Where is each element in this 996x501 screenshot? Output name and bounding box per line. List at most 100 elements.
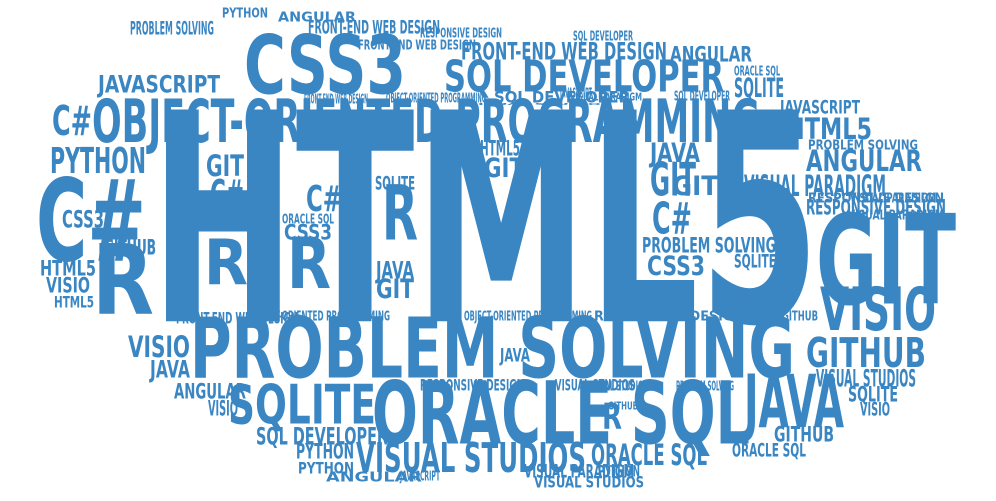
word-javascript: JAVASCRIPT xyxy=(560,85,592,101)
word-visual-studios: VISUAL STUDIOS xyxy=(356,434,586,482)
word-angular: ANGULAR xyxy=(806,143,922,179)
word-git: GIT xyxy=(672,170,718,202)
word-visual-paradigm: VISUAL PARADIGM xyxy=(524,459,634,482)
word-oracle-sql: ORACLE SQL xyxy=(591,437,707,473)
word-visual-paradigm: VISUAL PARADIGM xyxy=(850,190,936,206)
word-sql-developer: SQL DEVELOPER xyxy=(674,88,730,104)
word-javascript: JAVASCRIPT xyxy=(780,95,860,118)
word-visio: VISIO xyxy=(820,274,936,345)
word-java: JAVA xyxy=(744,358,844,445)
word-front-end-web-design: FRONT-END WEB DESIGN xyxy=(304,91,368,107)
word-github: GITHUB xyxy=(104,234,156,260)
word-sql-developer: SQL DEVELOPER xyxy=(256,421,388,451)
word-javascript: JAVASCRIPT xyxy=(98,69,220,99)
word-github: GITHUB xyxy=(608,399,638,413)
word-oracle-sql: ORACLE SQL xyxy=(282,211,334,227)
word-problem-solving: PROBLEM SOLVING xyxy=(190,299,795,398)
word-r: R xyxy=(204,226,248,300)
word-visual-paradigm: VISUAL PARADIGM xyxy=(848,207,944,223)
word-angular: ANGULAR xyxy=(278,9,356,25)
word-visio: VISIO xyxy=(208,395,238,421)
word-c: C# xyxy=(652,193,692,245)
word-python: PYTHON xyxy=(598,461,640,481)
word-html5: HTML5 xyxy=(40,255,96,281)
word-c: C# xyxy=(52,97,92,145)
word-front-end-web-design: FRONT-END WEB DESIGN xyxy=(461,36,667,66)
word-sqlite: SQLITE xyxy=(848,381,898,407)
word-github: GITHUB xyxy=(774,421,834,447)
word-git: GIT xyxy=(650,152,696,207)
word-r: R xyxy=(287,222,331,305)
word-python: PYTHON xyxy=(50,140,146,182)
word-c: C# xyxy=(36,155,146,288)
word-css3: CSS3 xyxy=(284,219,332,245)
word-visual-studios: VISUAL STUDIOS xyxy=(466,102,612,106)
word-python: PYTHON xyxy=(298,458,354,478)
word-github: GITHUB xyxy=(104,234,156,260)
word-java: JAVA xyxy=(376,255,414,285)
word-html5: HTML5 xyxy=(150,51,820,392)
word-git: GIT xyxy=(206,148,244,184)
word-css3: CSS3 xyxy=(244,18,406,114)
word-responsive-design: RESPONSIVE DESIGN xyxy=(594,308,744,324)
word-sqlite: SQLITE xyxy=(375,171,415,194)
word-sqlite: SQLITE xyxy=(734,72,784,104)
word-git: GIT xyxy=(816,187,956,334)
word-oracle-sql: ORACLE SQL xyxy=(372,362,750,465)
word-object-oriented-programming: OBJECT-ORIENTED PROGRAMMING xyxy=(464,308,592,324)
word-html5: HTML5 xyxy=(54,292,94,312)
word-responsive-design: RESPONSIVE DESIGN xyxy=(808,190,944,206)
word-object-oriented-programming: OBJECT-ORIENTED PROGRAMMING xyxy=(250,308,390,324)
word-problem-solving: PROBLEM SOLVING xyxy=(808,137,918,153)
word-problem-solving: PROBLEM SOLVING xyxy=(130,16,214,39)
word-sql-developer: SQL DEVELOPER xyxy=(494,87,630,107)
word-sql-developer: SQL DEVELOPER xyxy=(573,28,633,44)
word-css3: CSS3 xyxy=(62,204,104,234)
word-front-end-web-design: FRONT-END WEB DESIGN xyxy=(358,37,476,53)
word-responsive-design: RESPONSIVE DESIGN xyxy=(420,25,502,41)
word-github: GITHUB xyxy=(782,308,818,324)
word-visual-studios: VISUAL STUDIOS xyxy=(816,363,916,393)
word-c: C# xyxy=(306,178,342,220)
word-oracle-sql: ORACLE SQL xyxy=(732,438,806,461)
word-angular: ANGULAR xyxy=(174,378,246,404)
word-git: GIT xyxy=(376,273,414,305)
word-css3: CSS3 xyxy=(647,250,705,282)
word-visio: VISIO xyxy=(46,272,90,298)
word-responsive-design: RESPONSIVE DESIGN xyxy=(420,375,524,395)
word-r: R xyxy=(602,396,622,438)
word-front-end-web-design: FRONT-END WEB DESIGN xyxy=(308,15,440,38)
word-visual-paradigm: VISUAL PARADIGM xyxy=(744,168,886,204)
word-python: PYTHON xyxy=(296,438,354,464)
word-sqlite: SQLITE xyxy=(228,373,376,437)
word-python: PYTHON xyxy=(222,5,268,21)
word-html5: HTML5 xyxy=(786,111,872,147)
word-sqlite: SQLITE xyxy=(734,249,776,272)
word-oracle-sql: ORACLE SQL xyxy=(734,63,780,79)
word-object-oriented-programming: OBJECT-ORIENTED PROGRAMMING xyxy=(92,86,760,157)
word-javascript: JAVASCRIPT xyxy=(742,312,776,326)
word-responsive-design: RESPONSIVE DESIGN xyxy=(806,194,946,220)
word-visual-studios: VISUAL STUDIOS xyxy=(588,378,648,394)
word-c: C# xyxy=(210,171,244,216)
word-front-end-web-design: FRONT-END WEB DESIGN xyxy=(176,308,298,328)
word-java: JAVA xyxy=(150,354,190,384)
word-visual-studios: VISUAL STUDIOS xyxy=(534,472,644,492)
word-github: GITHUB xyxy=(806,329,926,377)
word-angular: ANGULAR xyxy=(326,469,422,485)
word-visual-paradigm: VISUAL PARADIGM xyxy=(570,90,642,104)
word-java: JAVA xyxy=(500,343,530,366)
word-java: JAVA xyxy=(650,137,700,169)
word-javascript: JAVASCRIPT xyxy=(400,468,440,484)
word-visio: VISIO xyxy=(860,397,890,420)
word-object-oriented-programming: OBJECT-ORIENTED PROGRAMMING xyxy=(386,90,486,106)
word-r: R xyxy=(382,169,418,258)
word-visio: VISIO xyxy=(128,329,190,365)
word-html5: HTML5 xyxy=(480,135,520,161)
word-sql-developer: SQL DEVELOPER xyxy=(444,51,724,103)
word-r: R xyxy=(92,223,154,338)
word-visual-studios: VISUAL STUDIOS xyxy=(555,375,635,395)
word-angular: ANGULAR xyxy=(670,41,752,67)
word-problem-solving: PROBLEM SOLVING xyxy=(642,232,776,258)
